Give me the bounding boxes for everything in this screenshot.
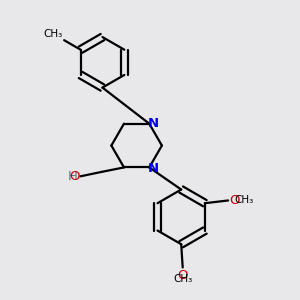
Text: CH₃: CH₃ bbox=[173, 274, 192, 284]
Text: O: O bbox=[177, 269, 188, 282]
Text: H: H bbox=[68, 170, 78, 183]
Text: CH₃: CH₃ bbox=[235, 196, 254, 206]
Text: N: N bbox=[147, 117, 158, 130]
Text: O: O bbox=[70, 170, 80, 183]
Text: N: N bbox=[147, 161, 158, 175]
Text: CH₃: CH₃ bbox=[44, 29, 63, 39]
Text: O: O bbox=[229, 194, 240, 207]
